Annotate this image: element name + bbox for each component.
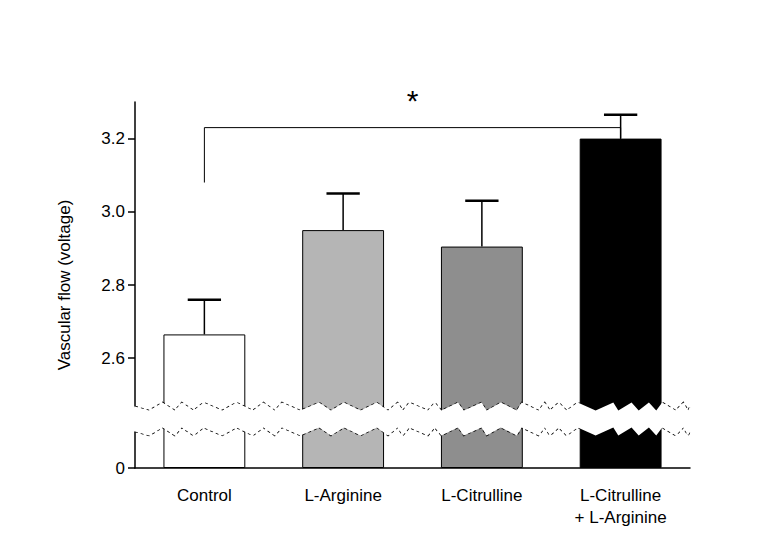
svg-text:0: 0 bbox=[116, 459, 125, 478]
svg-text:L-Citrulline: L-Citrulline bbox=[441, 486, 522, 505]
svg-text:*: * bbox=[407, 84, 419, 117]
svg-text:3.0: 3.0 bbox=[101, 202, 125, 221]
svg-text:L-Arginine: L-Arginine bbox=[304, 486, 382, 505]
svg-text:3.2: 3.2 bbox=[101, 129, 125, 148]
svg-text:2.8: 2.8 bbox=[101, 276, 125, 295]
svg-text:+ L-Arginine: + L-Arginine bbox=[575, 508, 667, 527]
svg-text:Vascular flow (voltage): Vascular flow (voltage) bbox=[55, 200, 74, 371]
svg-text:L-Citrulline: L-Citrulline bbox=[580, 486, 661, 505]
svg-text:2.6: 2.6 bbox=[101, 349, 125, 368]
svg-text:Control: Control bbox=[177, 486, 232, 505]
